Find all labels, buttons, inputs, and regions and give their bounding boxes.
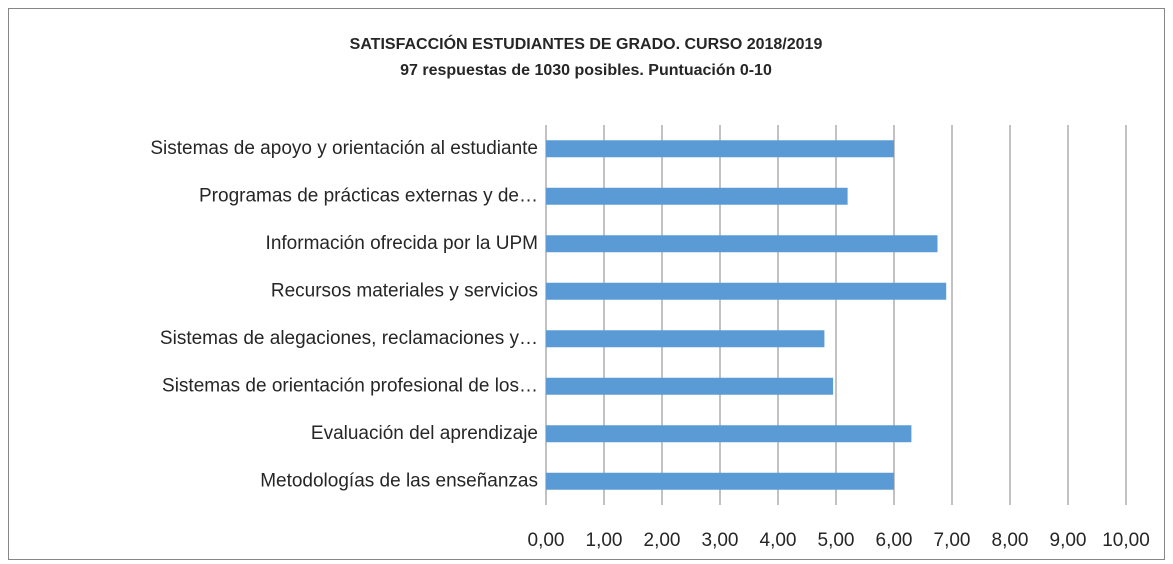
chart-subtitle: 97 respuestas de 1030 posibles. Puntuaci… — [400, 62, 772, 79]
y-tick-label: Metodologías de las enseñanzas — [260, 470, 538, 491]
y-tick-label: Sistemas de apoyo y orientación al estud… — [150, 138, 538, 159]
bar — [546, 187, 848, 205]
bar — [546, 330, 825, 348]
x-tick-label: 0,00 — [528, 530, 565, 551]
x-tick-label: 7,00 — [934, 530, 971, 551]
chart-title: SATISFACCIÓN ESTUDIANTES DE GRADO. CURSO… — [350, 34, 823, 53]
bar — [546, 472, 894, 490]
x-tick-label: 5,00 — [818, 530, 855, 551]
y-tick-label: Recursos materiales y servicios — [271, 280, 538, 301]
y-tick-label: Sistemas de orientación profesional de l… — [162, 375, 538, 396]
x-tick-label: 1,00 — [586, 530, 623, 551]
bar — [546, 235, 938, 253]
x-tick-label: 4,00 — [760, 530, 797, 551]
x-tick-label: 6,00 — [876, 530, 913, 551]
y-tick-label: Evaluación del aprendizaje — [311, 423, 538, 444]
bar — [546, 140, 894, 158]
x-tick-label: 8,00 — [992, 530, 1029, 551]
bar — [546, 425, 912, 443]
x-tick-label: 3,00 — [702, 530, 739, 551]
bar — [546, 282, 947, 300]
y-tick-label: Información ofrecida por la UPM — [266, 233, 538, 254]
x-tick-label: 10,00 — [1102, 530, 1150, 551]
bar — [546, 377, 834, 395]
x-tick-label: 9,00 — [1050, 530, 1087, 551]
y-tick-label: Programas de prácticas externas y de… — [199, 185, 538, 206]
x-tick-label: 2,00 — [644, 530, 681, 551]
y-tick-label: Sistemas de alegaciones, reclamaciones y… — [160, 328, 538, 349]
